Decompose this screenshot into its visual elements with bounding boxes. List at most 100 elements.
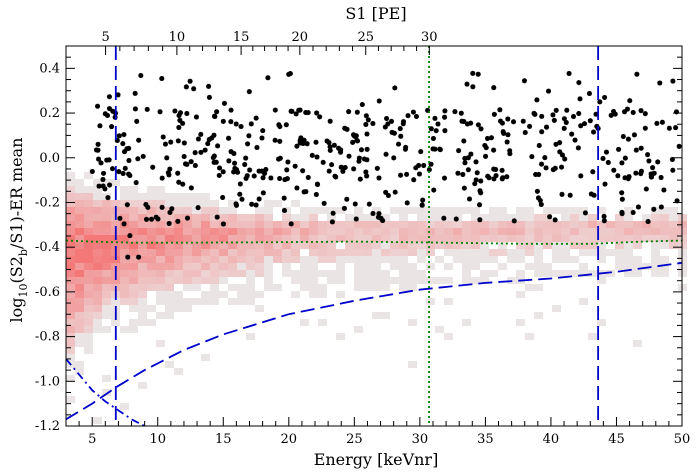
heat-cell <box>156 193 165 200</box>
heat-cell <box>408 284 417 291</box>
data-point <box>588 191 594 197</box>
heat-cell <box>579 214 588 221</box>
heat-cell <box>120 242 129 249</box>
heat-cell <box>363 270 372 277</box>
heat-cell <box>489 256 498 263</box>
heat-cell <box>129 235 138 242</box>
heat-cell <box>489 228 498 235</box>
heat-cell <box>615 221 624 228</box>
heat-cell <box>543 242 552 249</box>
data-point <box>101 170 107 176</box>
heat-cell <box>138 221 147 228</box>
heat-cell <box>120 207 129 214</box>
data-point <box>221 100 227 106</box>
x2-tick-label: 5 <box>101 30 109 45</box>
heat-cell <box>66 228 75 235</box>
heat-cell <box>453 228 462 235</box>
data-point <box>292 163 298 169</box>
heat-cell <box>75 333 84 340</box>
data-point <box>441 215 447 221</box>
x-tick-label: 5 <box>88 432 96 447</box>
heat-cell <box>525 235 534 242</box>
data-point <box>404 200 410 206</box>
heat-cell <box>93 263 102 270</box>
heat-cell <box>489 207 498 214</box>
data-point <box>237 191 243 197</box>
heat-cell <box>102 207 111 214</box>
heat-cell <box>147 193 156 200</box>
data-point <box>612 111 618 117</box>
heat-cell <box>444 263 453 270</box>
heat-cell <box>147 235 156 242</box>
heat-cell <box>471 249 480 256</box>
data-point <box>611 167 617 173</box>
heat-cell <box>399 256 408 263</box>
data-point <box>317 114 323 120</box>
data-point <box>301 137 307 143</box>
heat-cell <box>147 228 156 235</box>
heat-cell <box>93 277 102 284</box>
data-point <box>231 151 237 157</box>
heat-cell <box>255 270 264 277</box>
data-point <box>527 123 533 129</box>
data-point <box>498 118 504 124</box>
heat-cell <box>156 235 165 242</box>
data-point <box>428 126 434 132</box>
heat-cell <box>246 221 255 228</box>
heat-cell <box>318 207 327 214</box>
data-point <box>426 167 432 173</box>
data-point <box>567 192 573 198</box>
heat-cell <box>300 319 309 326</box>
heat-cell <box>102 179 111 186</box>
heat-cell <box>651 221 660 228</box>
heat-cell <box>111 242 120 249</box>
heat-cell <box>174 228 183 235</box>
heat-cell <box>435 277 444 284</box>
heat-cell <box>102 305 111 312</box>
heat-cell <box>669 221 678 228</box>
data-point <box>603 149 609 155</box>
heat-cell <box>498 242 507 249</box>
data-point <box>608 112 614 118</box>
data-point <box>552 165 558 171</box>
heat-cell <box>561 256 570 263</box>
data-point <box>397 126 403 132</box>
heat-cell <box>93 256 102 263</box>
data-point <box>602 181 608 187</box>
data-point <box>601 213 607 219</box>
heat-cell <box>498 263 507 270</box>
heat-cell <box>372 249 381 256</box>
heat-cell <box>579 242 588 249</box>
heat-cell <box>183 193 192 200</box>
heat-cell <box>93 284 102 291</box>
data-point <box>563 119 569 125</box>
data-point <box>188 185 194 191</box>
heat-cell <box>129 200 138 207</box>
heat-cell <box>453 256 462 263</box>
heat-cell <box>120 193 129 200</box>
heat-cell <box>534 221 543 228</box>
heat-cell <box>381 256 390 263</box>
heat-cell <box>246 270 255 277</box>
heat-cell <box>210 200 219 207</box>
data-point <box>420 197 426 203</box>
heat-cell <box>66 172 75 179</box>
heat-cell <box>237 221 246 228</box>
data-point <box>352 201 358 207</box>
data-point <box>340 168 346 174</box>
data-point <box>488 135 494 141</box>
heat-cell <box>192 228 201 235</box>
heat-cell <box>174 291 183 298</box>
heat-cell <box>255 263 264 270</box>
heat-cell <box>471 235 480 242</box>
data-point <box>661 187 667 193</box>
heat-cell <box>534 263 543 270</box>
heat-cell <box>480 235 489 242</box>
heat-cell <box>390 256 399 263</box>
heat-cell <box>102 235 111 242</box>
data-point <box>336 145 342 151</box>
data-point <box>102 186 108 192</box>
data-point <box>309 152 315 158</box>
heat-cell <box>318 256 327 263</box>
data-point <box>351 166 357 172</box>
